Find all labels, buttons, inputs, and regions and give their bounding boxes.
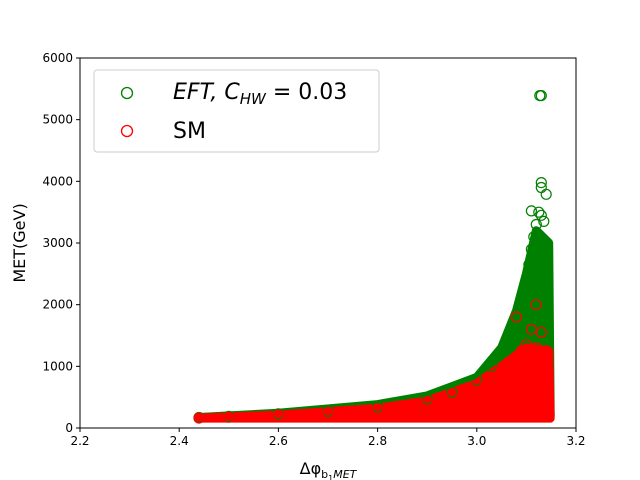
legend-label-sm: SM [173,119,206,144]
data-point-0 [523,259,535,271]
data-point-1 [535,326,547,338]
data-point-0 [535,89,547,102]
data-point-1 [486,371,498,383]
data-point-1 [540,345,552,357]
x-axis-label-sub3: MET [333,468,357,480]
data-point-0 [525,243,538,255]
y-tick-label: 5000 [42,113,73,127]
data-point-1 [446,390,458,402]
data-point-0 [525,205,538,217]
legend-label-eft-sub: HW [240,90,267,108]
data-point-0 [446,386,458,398]
y-tick-label: 4000 [42,174,73,188]
data-point-0 [471,374,483,386]
data-point-0 [533,206,545,218]
x-axis-label-main: Δφ [300,459,322,478]
data-point-1 [496,363,508,375]
data-point-1 [421,396,433,408]
x-tick-label: 2.8 [368,434,387,448]
y-tick-label: 1000 [42,359,73,373]
data-point-0 [530,286,542,298]
data-point-1 [272,409,284,421]
data-point-0 [540,237,552,249]
legend: EFT, CHW = 0.03 SM [93,69,380,153]
data-point-0 [535,209,547,221]
data-point-0 [530,218,542,231]
x-axis-label-sub2: 1 [328,474,333,480]
x-axis-label-sub: b [321,468,328,480]
data-point-0 [528,231,540,243]
series-bands [194,226,555,423]
data-point-0 [496,345,508,357]
y-tick-label: 2000 [42,298,73,312]
data-point-0 [486,360,498,372]
legend-marker-sm [120,124,134,138]
data-point-1 [505,354,518,366]
data-point-1 [193,412,205,424]
data-point-1 [471,379,483,391]
data-point-1 [510,311,523,323]
x-axis-ticks: 2.2 2.4 2.6 2.8 3.0 3.2 [70,428,586,448]
y-tick-label: 6000 [42,51,73,65]
data-point-0 [505,323,518,335]
data-point-0 [538,215,550,227]
data-point-1 [515,345,528,357]
legend-box [93,69,380,153]
x-tick-label: 2.6 [269,434,288,448]
data-point-0 [540,188,552,200]
data-point-0 [538,280,550,292]
data-point-0 [515,292,528,305]
x-tick-label: 2.2 [70,434,89,448]
y-axis-ticks: 0 1000 2000 3000 4000 5000 6000 [42,51,80,435]
y-tick-label: 0 [65,421,73,435]
data-point-1 [525,323,538,335]
series-band-1 [194,343,555,423]
legend-label-eft: EFT, CHW = 0.03 [173,80,347,108]
x-tick-label: 3.0 [467,434,486,448]
data-point-0 [510,308,523,320]
data-point-0 [520,274,533,286]
y-tick-label: 3000 [42,236,73,250]
data-point-1 [530,299,542,311]
data-point-1 [372,403,384,415]
data-point-1 [530,342,542,354]
data-point-1 [322,407,334,419]
data-point-1 [223,411,235,423]
legend-marker-eft [120,86,134,100]
data-point-0 [421,393,433,405]
legend-label-eft-main: EFT, C [173,80,240,105]
series-points [193,89,553,424]
x-axis-label: Δφb1MET [300,459,358,480]
data-point-0 [541,262,553,274]
legend-label-eft-suffix: = 0.03 [266,80,347,105]
data-point-0 [535,177,547,189]
x-tick-label: 3.2 [566,434,585,448]
data-point-0 [533,268,545,280]
x-tick-label: 2.4 [170,434,189,448]
y-axis-label: MET(GeV) [10,203,29,282]
data-point-0 [535,255,547,268]
